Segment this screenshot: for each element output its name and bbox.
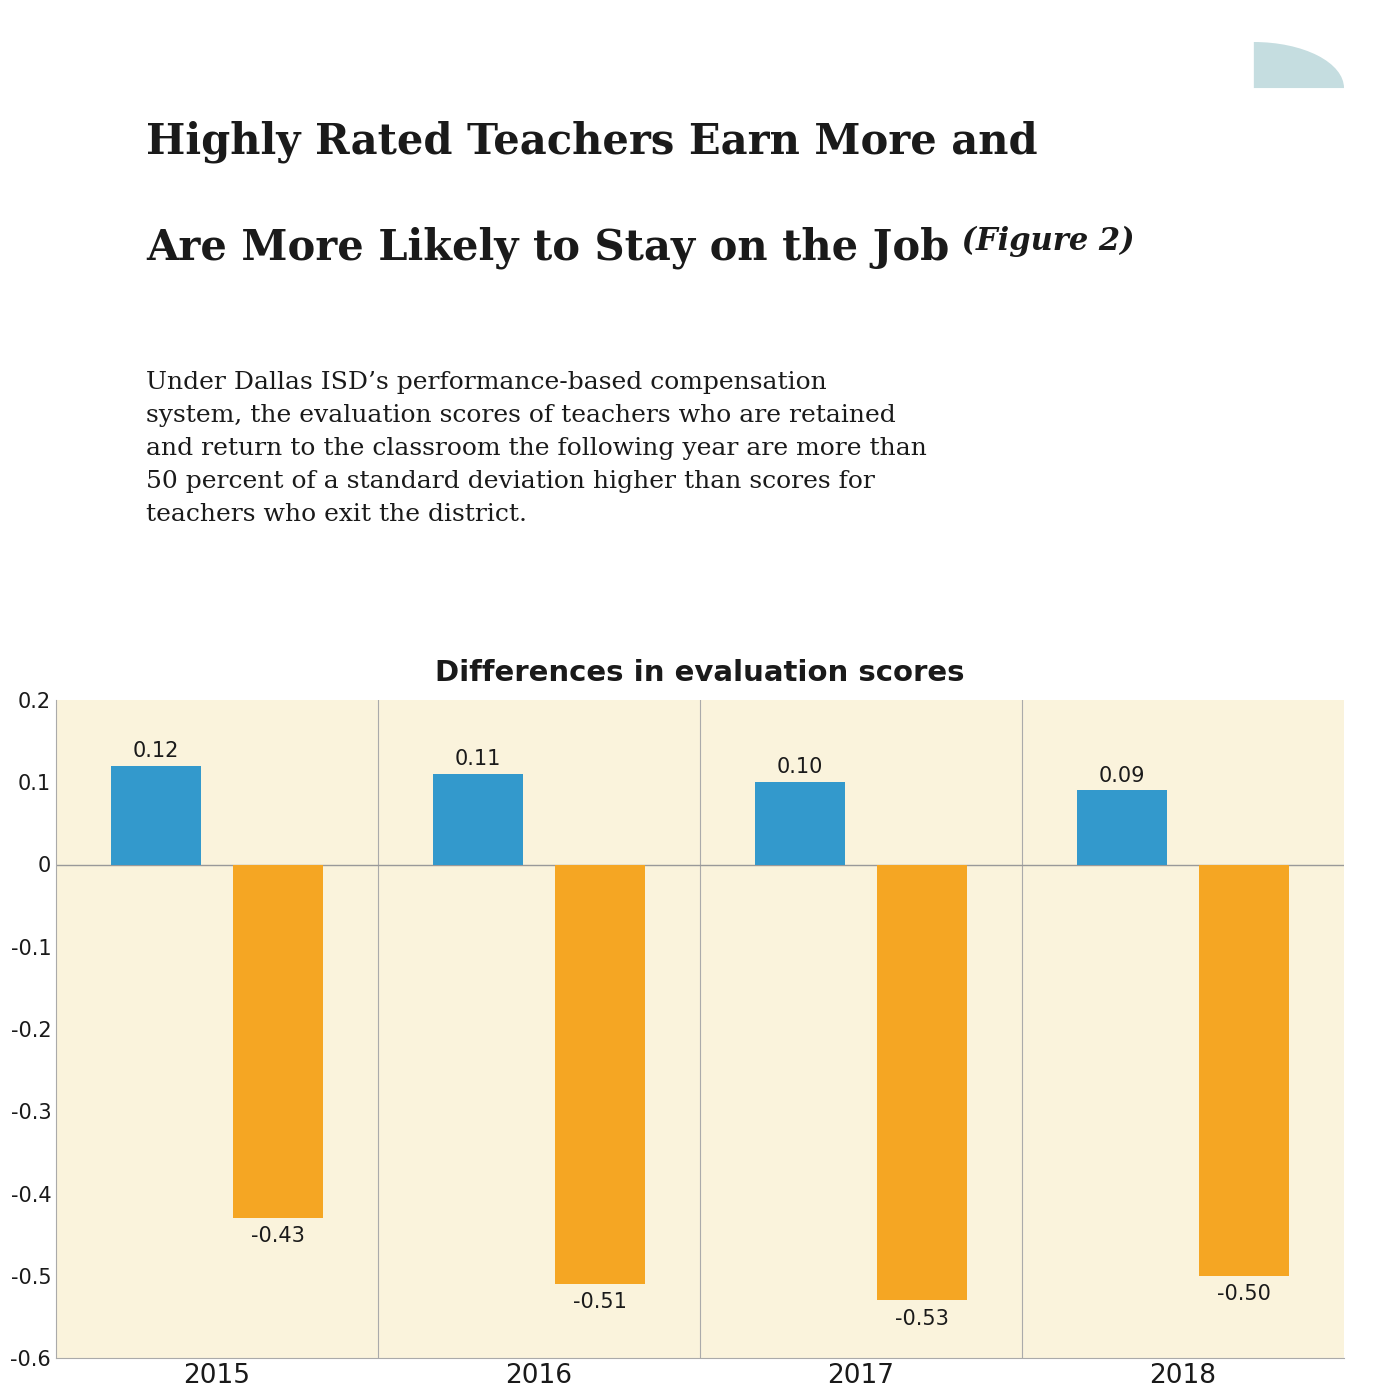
Bar bbox=[111, 766, 202, 864]
Text: 0.10: 0.10 bbox=[777, 757, 823, 777]
Bar bbox=[556, 864, 645, 1284]
Text: -0.50: -0.50 bbox=[1217, 1284, 1271, 1303]
Bar bbox=[876, 864, 967, 1301]
Wedge shape bbox=[1254, 42, 1344, 88]
Text: 0.12: 0.12 bbox=[133, 741, 179, 760]
Bar bbox=[232, 864, 323, 1218]
Bar bbox=[433, 774, 524, 864]
Text: Are More Likely to Stay on the Job: Are More Likely to Stay on the Job bbox=[146, 227, 949, 269]
Bar bbox=[1077, 791, 1168, 864]
Title: Differences in evaluation scores: Differences in evaluation scores bbox=[435, 658, 965, 686]
Text: 0.11: 0.11 bbox=[455, 749, 501, 769]
Text: (Figure 2): (Figure 2) bbox=[951, 227, 1134, 258]
Text: Highly Rated Teachers Earn More and: Highly Rated Teachers Earn More and bbox=[146, 120, 1037, 164]
Bar bbox=[1198, 864, 1289, 1275]
Bar bbox=[755, 783, 846, 864]
Text: -0.51: -0.51 bbox=[573, 1292, 627, 1312]
Polygon shape bbox=[1254, 42, 1344, 88]
Text: -0.53: -0.53 bbox=[895, 1309, 949, 1329]
Text: 0.09: 0.09 bbox=[1099, 766, 1145, 785]
Text: -0.43: -0.43 bbox=[251, 1226, 305, 1246]
Text: Under Dallas ISD’s performance-based compensation
system, the evaluation scores : Under Dallas ISD’s performance-based com… bbox=[146, 371, 927, 525]
